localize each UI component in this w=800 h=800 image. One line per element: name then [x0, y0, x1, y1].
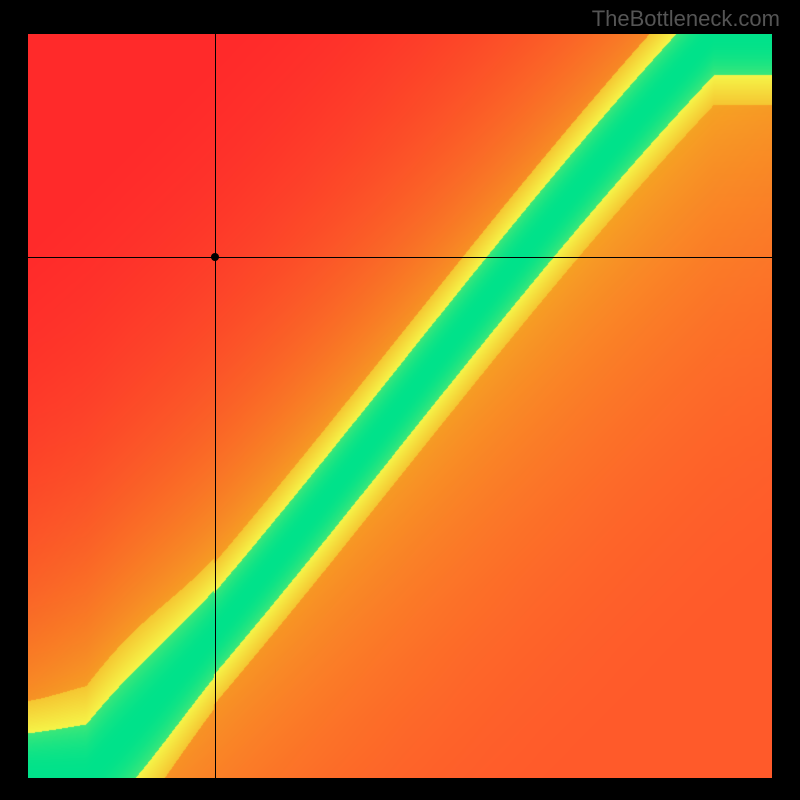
- crosshair-vertical: [215, 34, 216, 778]
- crosshair-horizontal: [28, 257, 772, 258]
- heatmap-plot: [28, 34, 772, 778]
- watermark-text: TheBottleneck.com: [592, 6, 780, 32]
- heatmap-canvas: [28, 34, 772, 778]
- crosshair-marker: [211, 253, 219, 261]
